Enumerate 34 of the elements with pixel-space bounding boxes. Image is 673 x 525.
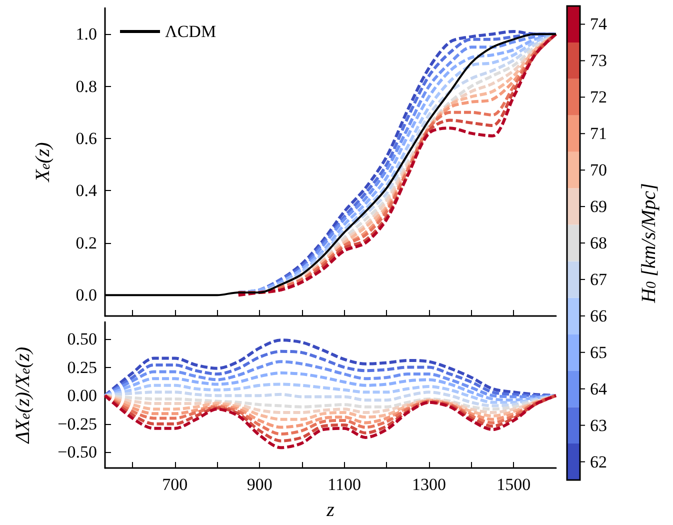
color-bar-label: 63 — [590, 416, 607, 435]
y-axis-title: ΔXe(z)/Xe(z) — [12, 346, 34, 444]
x-tick-label: 1100 — [328, 475, 361, 494]
color-bar-label: 70 — [590, 160, 607, 180]
x-tick-label: 900 — [246, 475, 272, 494]
y-tick-label: 0.8 — [76, 76, 97, 96]
y-tick-label: 1.0 — [76, 24, 97, 44]
y-tick-label: 0.25 — [67, 358, 97, 377]
legend-label: ΛCDM — [165, 22, 216, 41]
x-tick-label: 700 — [162, 475, 188, 494]
color-bar-label: 66 — [590, 306, 607, 326]
color-bar-label: 73 — [590, 51, 607, 70]
y-tick-label: −0.25 — [58, 414, 97, 434]
y-tick-label: 0.0 — [76, 286, 97, 305]
color-bar-label: 67 — [590, 270, 608, 289]
color-bar-label: 71 — [590, 124, 607, 144]
color-bar-label: 68 — [590, 234, 607, 252]
x-tick-label: 1300 — [412, 475, 446, 494]
y-axis-title: Xe(z) — [32, 142, 54, 183]
y-tick-label: 0.50 — [67, 329, 97, 348]
y-tick-label: 0.2 — [76, 233, 97, 252]
color-bar-label: 69 — [590, 197, 607, 216]
y-tick-label: −0.50 — [58, 442, 97, 462]
color-bar-label: 64 — [590, 379, 608, 398]
color-bar-label: 72 — [590, 88, 607, 107]
color-bar-label: 74 — [590, 14, 608, 34]
x-tick-label: 1500 — [496, 475, 531, 494]
y-tick-label: 0.4 — [76, 181, 98, 200]
color-bar-title: H0 [km/s/Mpc] — [638, 183, 660, 304]
color-bar-label: 65 — [590, 342, 607, 362]
y-tick-label: 0.6 — [76, 129, 97, 148]
y-tick-label: 0.00 — [67, 386, 97, 406]
color-bar-label: 62 — [590, 452, 607, 472]
x-axis-title: z — [326, 499, 335, 521]
